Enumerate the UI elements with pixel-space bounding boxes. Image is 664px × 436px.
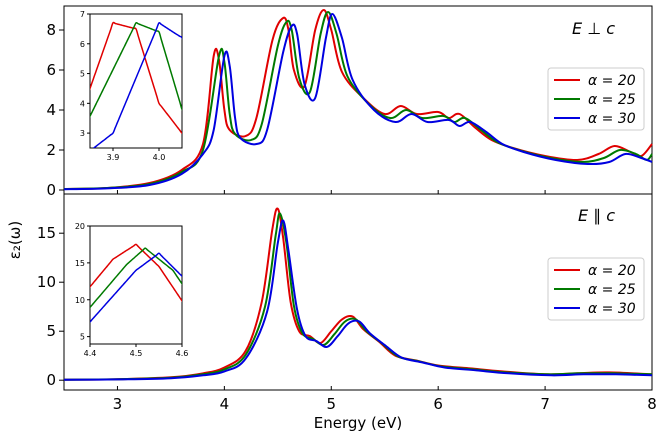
legend-label: α = 25: [588, 92, 636, 108]
inset-x-tick-label: 4.5: [130, 349, 143, 358]
panel-top-label: E ⊥ c: [572, 19, 615, 38]
inset-x-tick-label: 3.9: [107, 153, 120, 162]
inset-frame: [89, 13, 183, 149]
inset-top: 3.9 4.0 3 4 5 6 7: [80, 10, 183, 162]
y-tick-label: 5: [46, 322, 56, 340]
series-line-3: [63, 219, 653, 381]
x-tick-label: 3: [113, 395, 123, 413]
legend-box: [547, 67, 645, 131]
inset-y-tick-label: 15: [75, 259, 85, 268]
inset-y-tick-label: 4: [80, 99, 85, 108]
inset-x-tick-label: 4.6: [176, 349, 189, 358]
inset-y-tick-label: 10: [75, 296, 85, 305]
inset-y-tick-label: 7: [80, 10, 85, 19]
inset-x-tick-label: 4.4: [84, 349, 97, 358]
y-tick-label: 10: [37, 273, 56, 291]
x-tick-label: 6: [433, 395, 443, 413]
y-tick-label: 6: [46, 61, 56, 79]
inset-y-tick-label: 5: [80, 333, 85, 342]
inset-y-tick-label: 6: [80, 40, 85, 49]
legend-bottom: α = 20 α = 25 α = 30: [547, 257, 645, 321]
panel-bottom-label: E ∥ c: [578, 206, 615, 225]
panel-perpendicular: 0 2 4 6 8 E ⊥ c α = 20 α = 25 α = 30 3.9 4.0 3 4 5…: [46, 5, 653, 199]
inset-bottom: 4.4 4.5 4.6 5 10 15 20: [75, 222, 189, 358]
y-tick-label: 0: [46, 181, 56, 199]
inset-y-tick-label: 5: [80, 70, 85, 79]
y-tick-label: 15: [37, 224, 56, 242]
y-tick-label: 4: [46, 101, 56, 119]
inset-series-line-1: [90, 243, 182, 303]
legend-label: α = 30: [588, 301, 636, 317]
y-tick-label: 2: [46, 141, 56, 159]
inset-series-line-1: [90, 21, 182, 134]
inset-series-line-3: [90, 252, 182, 323]
x-tick-label: 7: [540, 395, 550, 413]
y-tick-label: 0: [46, 371, 56, 389]
inset-y-tick-label: 20: [75, 222, 85, 231]
x-axis-title: Energy (eV): [314, 414, 402, 432]
inset-series-line-2: [90, 21, 182, 118]
y-axis-title: ε₂(ω): [6, 221, 24, 259]
legend-box: [547, 257, 645, 321]
legend-label: α = 20: [588, 73, 636, 89]
inset-frame: [89, 225, 183, 345]
x-tick-label: 4: [220, 395, 230, 413]
x-tick-label: 5: [326, 395, 336, 413]
legend-label: α = 25: [588, 282, 636, 298]
inset-series-line-2: [90, 247, 182, 309]
x-tick-label: 8: [647, 395, 657, 413]
legend-label: α = 30: [588, 111, 636, 127]
inset-y-tick-label: 3: [80, 129, 85, 138]
legend-top: α = 20 α = 25 α = 30: [547, 67, 645, 131]
panel-bottom-frame: [63, 193, 653, 391]
inset-x-tick-label: 4.0: [153, 153, 166, 162]
y-tick-label: 8: [46, 21, 56, 39]
series-line-3: [63, 13, 653, 191]
inset-series-line-3: [92, 22, 182, 148]
legend-label: α = 20: [588, 263, 636, 279]
